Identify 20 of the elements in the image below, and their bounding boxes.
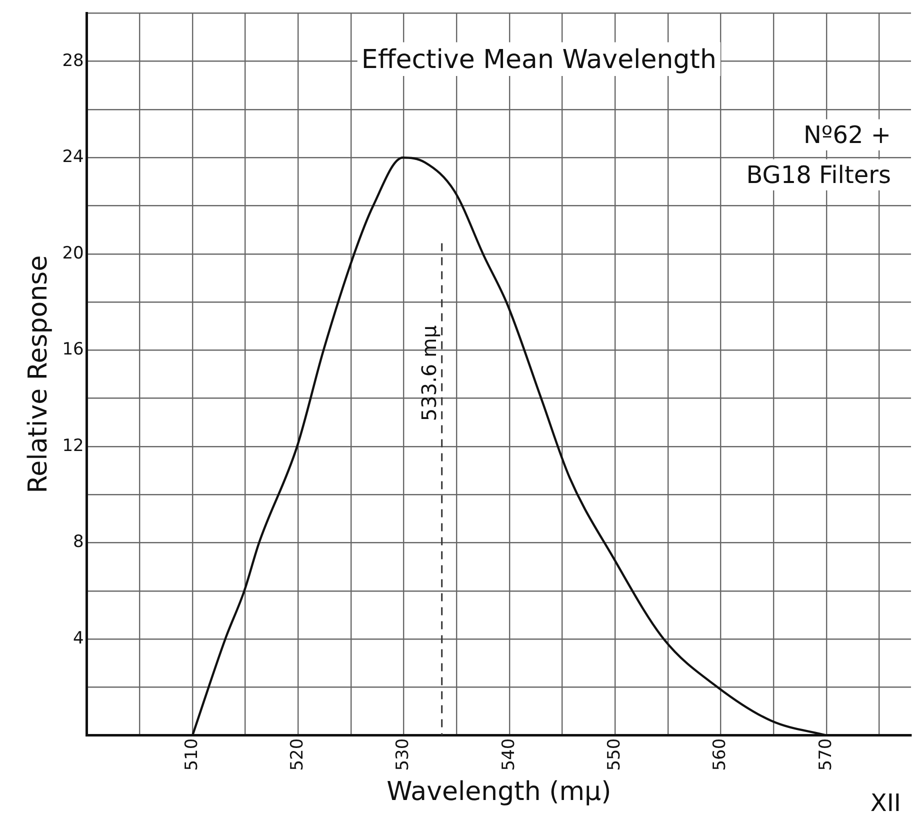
y-tick-label: 28 [62, 50, 84, 71]
ref-line-label: 533.6 mμ [416, 325, 441, 422]
y-tick-label: 24 [62, 147, 84, 168]
x-tick-label: 530 [393, 738, 414, 771]
x-tick-label: 570 [816, 738, 836, 771]
y-tick-label: 20 [62, 243, 84, 264]
text: XII [870, 789, 901, 817]
x-tick-label: 520 [288, 738, 308, 771]
x-tick-label: 550 [604, 738, 625, 771]
x-tick-label: 510 [182, 738, 202, 771]
x-tick-label: 560 [710, 738, 730, 771]
x-axis-title: Wavelength (mμ) [386, 777, 612, 808]
y-axis-title: Relative Response [23, 255, 54, 494]
y-tick-label: 4 [73, 628, 84, 648]
y-tick-label: 16 [62, 340, 84, 360]
x-tick-label: 540 [498, 738, 519, 771]
y-tick-label: 12 [62, 436, 84, 456]
text: Effective Mean Wavelength [361, 45, 716, 76]
y-tick-label: 8 [73, 532, 84, 552]
annotation: Nº62 + BG18 Filters [746, 121, 891, 190]
